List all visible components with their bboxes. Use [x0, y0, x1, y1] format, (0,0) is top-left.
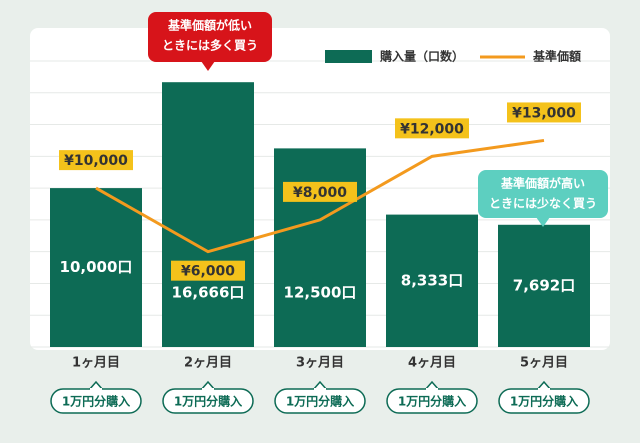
bar — [274, 148, 366, 347]
price-label-box — [283, 181, 357, 202]
callout-box — [148, 12, 272, 62]
bar-value-label: 10,000口 — [60, 258, 133, 276]
price-line — [95, 138, 545, 254]
callout-text: 基準価額が低い — [167, 18, 252, 33]
callout-text: ときには少なく買う — [489, 196, 597, 211]
bar — [162, 82, 254, 348]
bar — [50, 188, 142, 347]
pill-pointer-cover — [426, 388, 438, 391]
price-label: ¥13,000 — [512, 105, 576, 121]
price-label: ¥10,000 — [64, 153, 128, 169]
price-label: ¥8,000 — [293, 185, 347, 201]
bar — [386, 214, 478, 347]
pill-pointer-cover — [314, 388, 326, 391]
bar-value-label: 8,333口 — [401, 271, 463, 289]
pill-pointer-cover — [90, 388, 102, 391]
x-tick-label: 5ヶ月目 — [520, 356, 568, 371]
price-label: ¥12,000 — [400, 121, 464, 137]
callout-text: ときには多く買う — [162, 38, 258, 53]
x-tick-label: 3ヶ月目 — [296, 356, 344, 371]
callout-box — [478, 170, 608, 218]
purchase-label: 1万円分購入 — [174, 394, 242, 409]
price-label-box — [59, 150, 133, 171]
price-label-box — [171, 260, 245, 281]
bar-value-label: 12,500口 — [284, 284, 357, 302]
price-label-box — [507, 102, 581, 123]
legend-label: 基準価額 — [532, 49, 581, 64]
x-tick-label: 4ヶ月目 — [408, 356, 456, 371]
purchase-label: 1万円分購入 — [62, 394, 130, 409]
price-label: ¥6,000 — [181, 264, 235, 280]
bar-value-label: 16,666口 — [172, 284, 245, 302]
x-tick-label: 2ヶ月目 — [184, 356, 232, 371]
legend-label: 購入量（口数） — [379, 49, 464, 64]
callout-text: 基準価額が高い — [500, 176, 585, 191]
legend-swatch — [325, 50, 372, 63]
bar-value-label: 7,692口 — [513, 276, 575, 294]
callout-pointer — [201, 61, 215, 71]
purchase-label: 1万円分購入 — [398, 394, 466, 409]
x-tick-label: 1ヶ月目 — [72, 356, 120, 371]
pill-pointer-cover — [538, 388, 550, 391]
purchase-label: 1万円分購入 — [286, 394, 354, 409]
price-label-box — [395, 118, 469, 139]
pill-pointer-cover — [202, 388, 214, 391]
bar — [498, 224, 590, 347]
callout-pointer — [536, 217, 550, 227]
purchase-label: 1万円分購入 — [510, 394, 578, 409]
